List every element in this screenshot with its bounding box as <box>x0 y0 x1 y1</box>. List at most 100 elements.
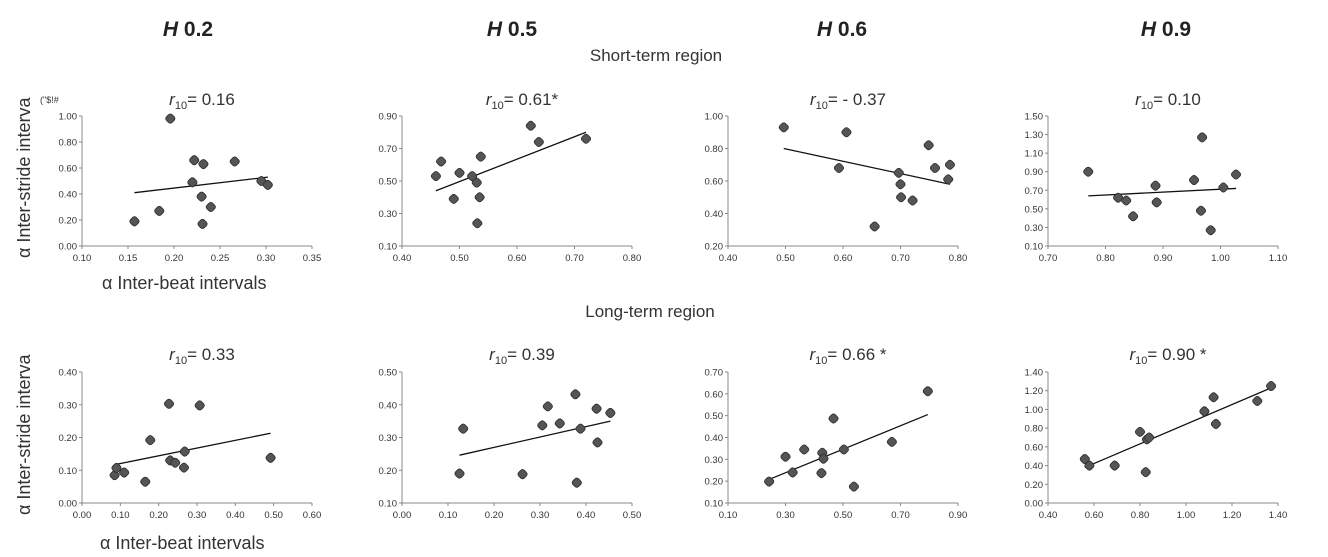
x-tick-label: 0.00 <box>73 510 92 521</box>
correlation-annotation: r10= - 0.37 <box>810 90 886 112</box>
x-tick-label: 0.70 <box>1039 253 1058 264</box>
data-point <box>787 467 798 478</box>
correlation-subscript: 10 <box>816 100 828 112</box>
data-point <box>154 205 165 216</box>
y-tick-label: 0.40 <box>59 368 78 379</box>
x-tick-label: 0.70 <box>891 510 910 521</box>
data-point <box>929 162 941 174</box>
data-point <box>1109 460 1120 471</box>
data-point <box>533 136 544 148</box>
x-axis-label-top: α Inter-beat intervals <box>102 273 267 293</box>
data-point <box>458 423 469 434</box>
y-tick-label: 0.40 <box>705 209 724 220</box>
x-tick-label: 0.40 <box>393 253 412 264</box>
data-point <box>474 192 485 203</box>
data-point <box>799 444 810 455</box>
y-tick-label: 0.40 <box>379 400 398 411</box>
x-tick-label: 0.90 <box>949 510 968 521</box>
x-tick-label: 0.40 <box>226 510 245 521</box>
x-tick-label: 0.30 <box>531 510 550 521</box>
x-tick-label: 0.30 <box>776 510 795 521</box>
data-point <box>1189 175 1200 186</box>
correlation-value: = 0.16 <box>187 90 235 109</box>
correlation-r-symbol: r <box>169 345 176 364</box>
correlation-subscript: 10 <box>1135 355 1147 367</box>
data-point <box>1208 392 1219 403</box>
data-point <box>780 451 791 462</box>
data-point <box>554 418 565 429</box>
regression-line <box>114 432 271 466</box>
regression-line <box>1084 387 1272 469</box>
data-point <box>178 462 189 473</box>
x-tick-label: 0.10 <box>719 510 738 521</box>
data-point <box>430 171 441 182</box>
data-point <box>1113 192 1124 203</box>
x-tick-label: 0.80 <box>1131 510 1150 521</box>
data-point <box>436 156 447 167</box>
y-tick-label: 1.00 <box>705 112 724 123</box>
data-point <box>198 159 209 170</box>
correlation-value: = - 0.37 <box>828 90 886 109</box>
x-tick-label: 0.40 <box>577 510 596 521</box>
correlation-subscript: 10 <box>492 100 504 112</box>
data-point <box>119 467 130 478</box>
data-point <box>1195 205 1206 216</box>
x-tick-label: 0.60 <box>303 510 322 521</box>
regression-line <box>435 131 587 192</box>
correlation-r-symbol: r <box>810 345 817 364</box>
x-tick-label: 0.10 <box>439 510 458 521</box>
data-point <box>140 476 151 487</box>
y-tick-label: 0.40 <box>705 433 724 444</box>
y-tick-label: 0.00 <box>1025 499 1044 510</box>
x-tick-label: 0.80 <box>623 253 642 264</box>
y-tick-label: 1.00 <box>59 112 78 123</box>
data-point <box>591 403 602 414</box>
data-point <box>605 407 616 418</box>
correlation-subscript: 10 <box>175 100 187 112</box>
data-point <box>262 179 273 190</box>
x-tick-label: 0.35 <box>303 253 322 264</box>
data-point <box>764 476 775 487</box>
data-point <box>179 446 190 457</box>
data-point <box>129 216 140 227</box>
y-tick-label: 0.10 <box>379 242 398 253</box>
correlation-value: = 0.66 * <box>827 345 886 364</box>
y-tick-label: 0.80 <box>1025 424 1044 435</box>
correlation-annotation: r10= 0.61* <box>486 90 559 112</box>
data-point <box>170 457 181 468</box>
y-tick-label: 0.70 <box>1025 186 1044 197</box>
y-tick-label: 0.30 <box>705 455 724 466</box>
y-tick-label: 0.60 <box>705 389 724 400</box>
x-tick-label: 0.50 <box>264 510 283 521</box>
y-tick-label: 0.20 <box>379 466 398 477</box>
x-tick-label: 0.50 <box>623 510 642 521</box>
data-point <box>1144 432 1155 443</box>
data-point <box>454 167 465 178</box>
y-tick-label: 0.10 <box>379 499 398 510</box>
data-point <box>944 159 955 170</box>
correlation-value: = 0.61* <box>504 90 559 109</box>
data-point <box>907 195 918 206</box>
data-point <box>816 468 827 479</box>
data-point <box>886 436 897 447</box>
y-tick-label: 0.40 <box>1025 461 1044 472</box>
y-tick-label: 0.60 <box>1025 442 1044 453</box>
data-point <box>592 437 603 448</box>
y-tick-label: 0.30 <box>379 209 398 220</box>
y-tick-label: 0.00 <box>59 242 78 253</box>
x-tick-label: 0.10 <box>73 253 92 264</box>
correlation-value: = 0.39 <box>507 345 555 364</box>
y-tick-label: 0.80 <box>705 144 724 155</box>
data-point <box>197 218 208 229</box>
data-point <box>1266 381 1277 392</box>
x-tick-label: 1.40 <box>1269 510 1288 521</box>
data-point <box>537 420 548 431</box>
column-header-value: 0.2 <box>178 18 214 41</box>
x-tick-label: 0.80 <box>1096 253 1115 264</box>
x-tick-label: 0.40 <box>719 253 738 264</box>
y-tick-label: 0.00 <box>59 499 78 510</box>
data-point <box>778 122 789 133</box>
data-point <box>1134 426 1146 437</box>
x-tick-label: 0.40 <box>1039 510 1058 521</box>
x-tick-label: 0.25 <box>211 253 230 264</box>
